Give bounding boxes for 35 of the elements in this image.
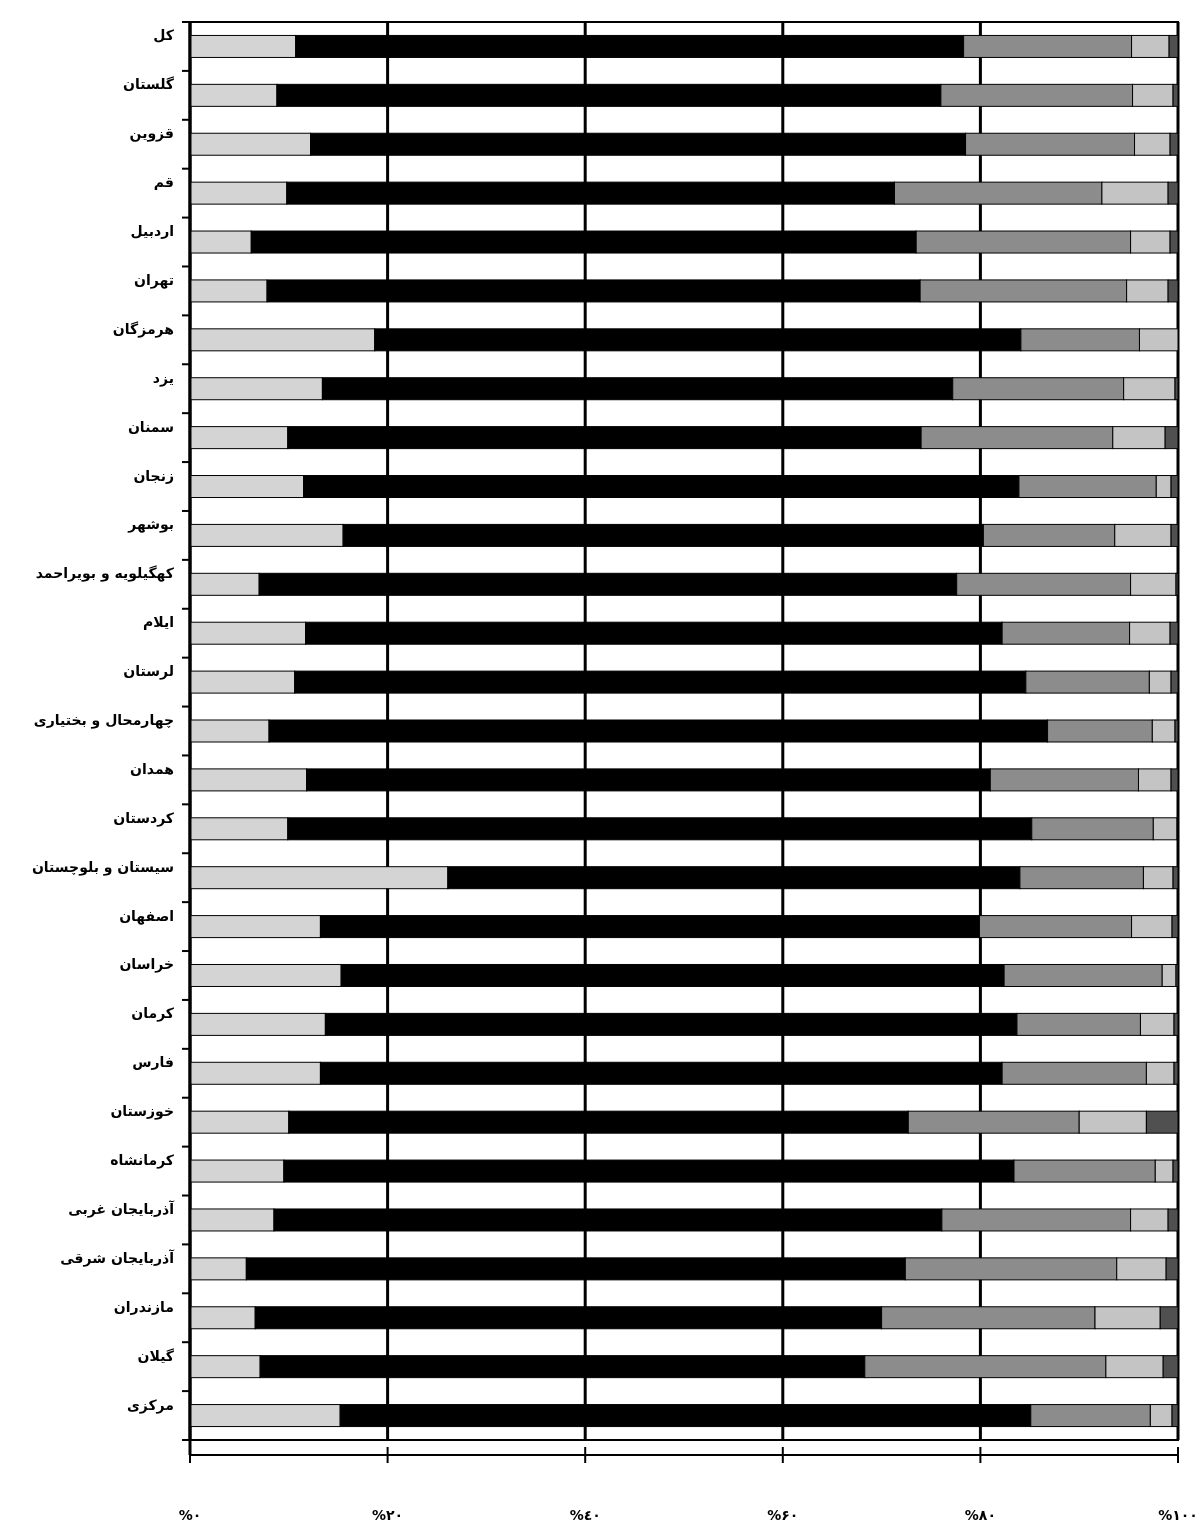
y-tick-label: کردستان <box>113 809 175 827</box>
y-tick-label: زنجان <box>133 467 174 484</box>
y-tick-label: سیستان و بلوچستان <box>31 858 174 876</box>
y-tick-label: تهران <box>134 271 174 289</box>
x-tick-label: %۸۰ <box>964 1507 996 1523</box>
y-tick-label: بوشهر <box>127 516 174 534</box>
y-tick-label: کل <box>153 27 175 44</box>
y-tick-label: لرستان <box>123 663 174 681</box>
x-tick-label: %٤۰ <box>569 1507 601 1523</box>
x-tick-label: %۰ <box>178 1507 202 1523</box>
y-tick-label: یزد <box>152 369 174 387</box>
y-tick-label: ایلام <box>143 614 174 631</box>
y-tick-label: فارس <box>132 1054 174 1071</box>
y-tick-label: مازندران <box>113 1298 174 1315</box>
y-tick-label: کهگیلویه و بویراحمد <box>35 565 175 583</box>
y-tick-label: گیلان <box>137 1347 175 1364</box>
y-tick-label: هرمزگان <box>112 320 174 338</box>
y-tick-label: اردبیل <box>130 223 174 240</box>
y-tick-label: آذربایجان شرقی <box>60 1248 176 1267</box>
x-tick-label: %۱۰۰ <box>1158 1507 1198 1523</box>
x-tick-label: %۶۰ <box>767 1507 799 1523</box>
y-tick-label: خراسان <box>119 956 174 974</box>
y-tick-label: کرمان <box>131 1005 175 1023</box>
y-tick-label: قم <box>153 174 174 191</box>
y-tick-label: کرمانشاه <box>110 1152 175 1170</box>
y-tick-label: آذربایجان غربی <box>68 1199 176 1218</box>
y-tick-label: اصفهان <box>119 907 174 925</box>
y-tick-label: همدان <box>130 760 174 777</box>
y-tick-label: خوزستان <box>110 1103 174 1121</box>
y-tick-label: چهارمحال و بختیاری <box>33 712 174 729</box>
y-tick-label: سمنان <box>127 418 174 435</box>
y-tick-label: مرکزی <box>126 1396 174 1414</box>
x-tick-label: %۲۰ <box>372 1507 404 1523</box>
y-tick-label: گلستان <box>122 76 175 93</box>
y-tick-label: قزوین <box>129 125 174 143</box>
